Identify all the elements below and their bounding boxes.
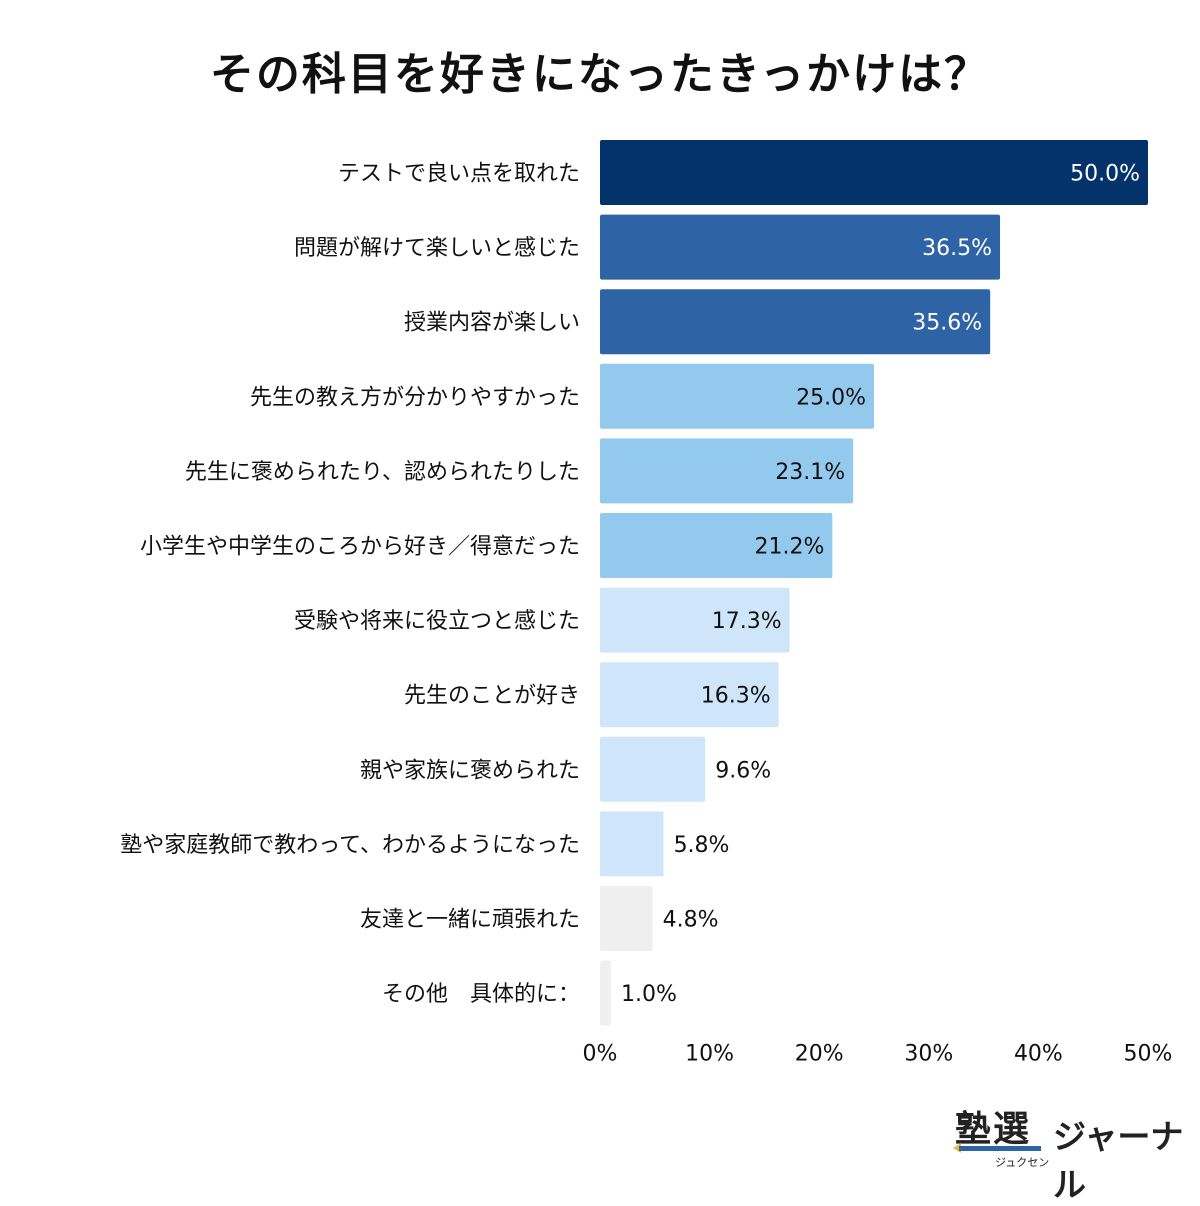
bar — [600, 886, 653, 951]
x-tick-label: 30% — [904, 1042, 953, 1067]
data-label: 4.8% — [663, 908, 719, 933]
pencil-tip-icon — [953, 1143, 961, 1153]
category-label: 先生の教え方が分かりやすかった — [250, 385, 580, 410]
bar — [600, 214, 1001, 280]
logo-main-text: 塾選 — [955, 1109, 1032, 1150]
category-label: 先生のことが好き — [404, 684, 580, 709]
data-label: 21.2% — [754, 535, 824, 560]
bar-chart: テストで良い点を取れた 50.0% 問題が解けて楽しいと感じた 36.5% 授業内容が楽… — [120, 140, 1173, 1067]
x-tick-label: 20% — [795, 1042, 844, 1067]
category-label: その他 具体的に： — [382, 982, 580, 1007]
category-label: 問題が解けて楽しいと感じた — [294, 236, 580, 261]
data-label: 9.6% — [715, 758, 771, 783]
bar — [600, 513, 833, 578]
category-label: 友達と一緒に頑張れた — [360, 908, 580, 933]
category-label: 塾や家庭教師で教わって、わかるようになった — [120, 833, 580, 858]
logo-journal-text: ジャーナル — [1053, 1117, 1184, 1204]
juku-sen-journal-logo: 塾選 ジュクセン ジャーナル — [953, 1100, 1185, 1204]
logo-sub-text: ジュクセン — [995, 1156, 1050, 1169]
bar — [600, 811, 664, 877]
bar — [600, 140, 1148, 205]
bar — [600, 662, 779, 728]
data-label: 35.6% — [912, 311, 982, 336]
data-label: 1.0% — [621, 982, 677, 1007]
data-label: 50.0% — [1070, 162, 1140, 187]
bar — [600, 736, 706, 802]
data-label: 5.8% — [674, 833, 730, 858]
x-tick-label: 40% — [1014, 1042, 1063, 1067]
bar — [600, 960, 611, 1026]
chart-title: その科目を好きになったきっかけは？ — [209, 49, 991, 100]
category-label: 小学生や中学生のころから好き／得意だった — [140, 535, 580, 560]
category-label: 授業内容が楽しい — [404, 311, 580, 336]
data-label: 36.5% — [922, 236, 992, 261]
data-label: 16.3% — [701, 684, 771, 709]
x-tick-label: 50% — [1124, 1042, 1173, 1067]
data-label: 23.1% — [775, 460, 845, 485]
x-tick-label: 0% — [583, 1042, 618, 1067]
pencil-bar-icon — [959, 1146, 1041, 1151]
bar — [600, 363, 874, 429]
bar — [600, 587, 790, 653]
x-tick-label: 10% — [685, 1042, 734, 1067]
data-label: 25.0% — [796, 385, 866, 410]
category-label: 親や家族に褒められた — [360, 758, 580, 783]
category-label: テストで良い点を取れた — [338, 162, 580, 187]
bar — [600, 438, 854, 504]
category-label: 先生に褒められたり、認められたりした — [185, 460, 580, 485]
data-label: 17.3% — [712, 609, 782, 634]
category-label: 受験や将来に役立つと感じた — [294, 609, 580, 634]
bar — [600, 289, 991, 355]
